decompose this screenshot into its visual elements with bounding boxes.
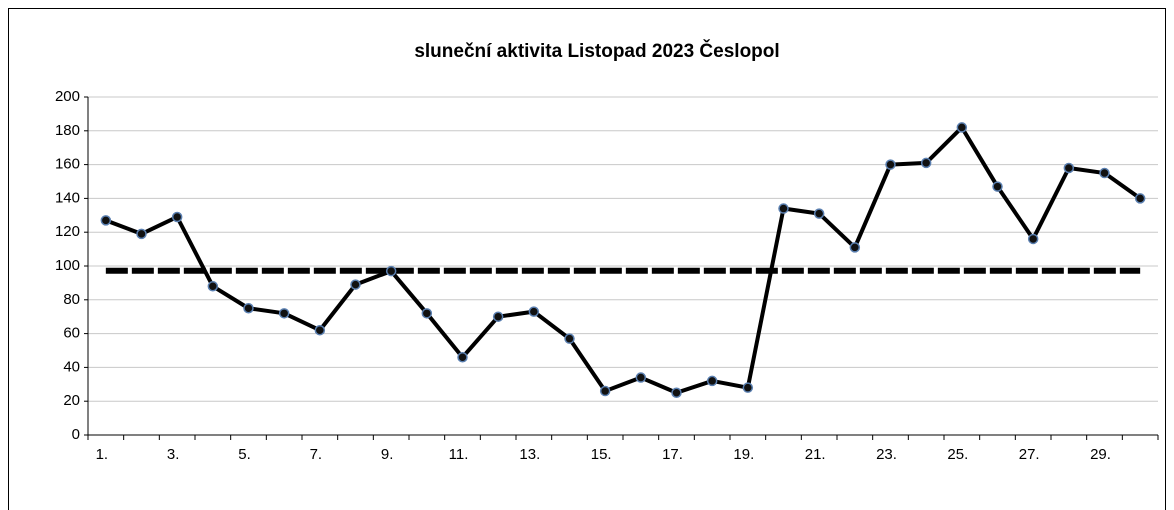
data-point xyxy=(778,203,789,214)
x-tick-label: 11. xyxy=(449,446,469,463)
y-tick-label: 40 xyxy=(63,358,80,375)
data-point xyxy=(813,208,825,219)
data-point xyxy=(885,159,896,170)
data-point xyxy=(742,382,754,393)
x-tick-label: 3. xyxy=(167,446,180,463)
x-tick-label: 17. xyxy=(662,446,683,463)
data-point xyxy=(171,211,183,223)
y-tick-label: 120 xyxy=(55,223,80,240)
data-point xyxy=(1063,162,1075,174)
data-point xyxy=(706,375,718,387)
data-point xyxy=(1027,233,1039,245)
x-tick-label: 27. xyxy=(1019,446,1040,463)
y-tick-label: 60 xyxy=(63,325,80,342)
y-tick-label: 180 xyxy=(55,122,80,139)
data-point xyxy=(920,157,932,169)
x-tick-label: 15. xyxy=(591,446,612,463)
data-point xyxy=(635,372,647,383)
y-tick-label: 0 xyxy=(72,426,80,443)
data-point xyxy=(1099,167,1110,179)
data-point xyxy=(314,324,326,336)
x-tick-label: 21. xyxy=(805,446,826,463)
data-point xyxy=(492,311,504,322)
x-tick-label: 9. xyxy=(381,446,394,463)
y-tick-label: 80 xyxy=(63,291,80,308)
data-point xyxy=(278,308,290,319)
y-tick-label: 20 xyxy=(63,392,80,409)
y-tick-label: 200 xyxy=(55,88,80,105)
data-point xyxy=(136,228,147,240)
data-point xyxy=(564,333,575,344)
data-point xyxy=(849,242,861,253)
chart-title: sluneční aktivita Listopad 2023 Česlopol xyxy=(414,40,779,62)
x-tick-label: 13. xyxy=(519,446,540,463)
data-point xyxy=(243,303,254,314)
chart-border xyxy=(8,8,1166,510)
data-point xyxy=(385,265,397,277)
data-point xyxy=(956,122,968,133)
x-tick-label: 25. xyxy=(947,446,968,463)
x-tick-label: 19. xyxy=(733,446,754,463)
data-point xyxy=(457,352,468,363)
data-point xyxy=(671,387,682,398)
x-tick-label: 1. xyxy=(96,446,109,463)
y-tick-label: 160 xyxy=(55,156,80,173)
x-tick-label: 29. xyxy=(1090,446,1111,463)
data-point xyxy=(421,308,433,319)
data-point xyxy=(350,279,361,290)
data-point xyxy=(528,306,540,317)
y-tick-label: 140 xyxy=(55,189,80,206)
data-point xyxy=(992,181,1003,192)
x-tick-label: 7. xyxy=(310,446,323,463)
x-tick-label: 5. xyxy=(238,446,251,463)
x-tick-label: 23. xyxy=(876,446,897,463)
y-tick-label: 100 xyxy=(55,257,80,274)
data-point xyxy=(1134,193,1146,204)
data-line xyxy=(105,125,1142,395)
data-point xyxy=(207,281,219,292)
data-point xyxy=(100,215,112,226)
data-point xyxy=(599,385,611,397)
